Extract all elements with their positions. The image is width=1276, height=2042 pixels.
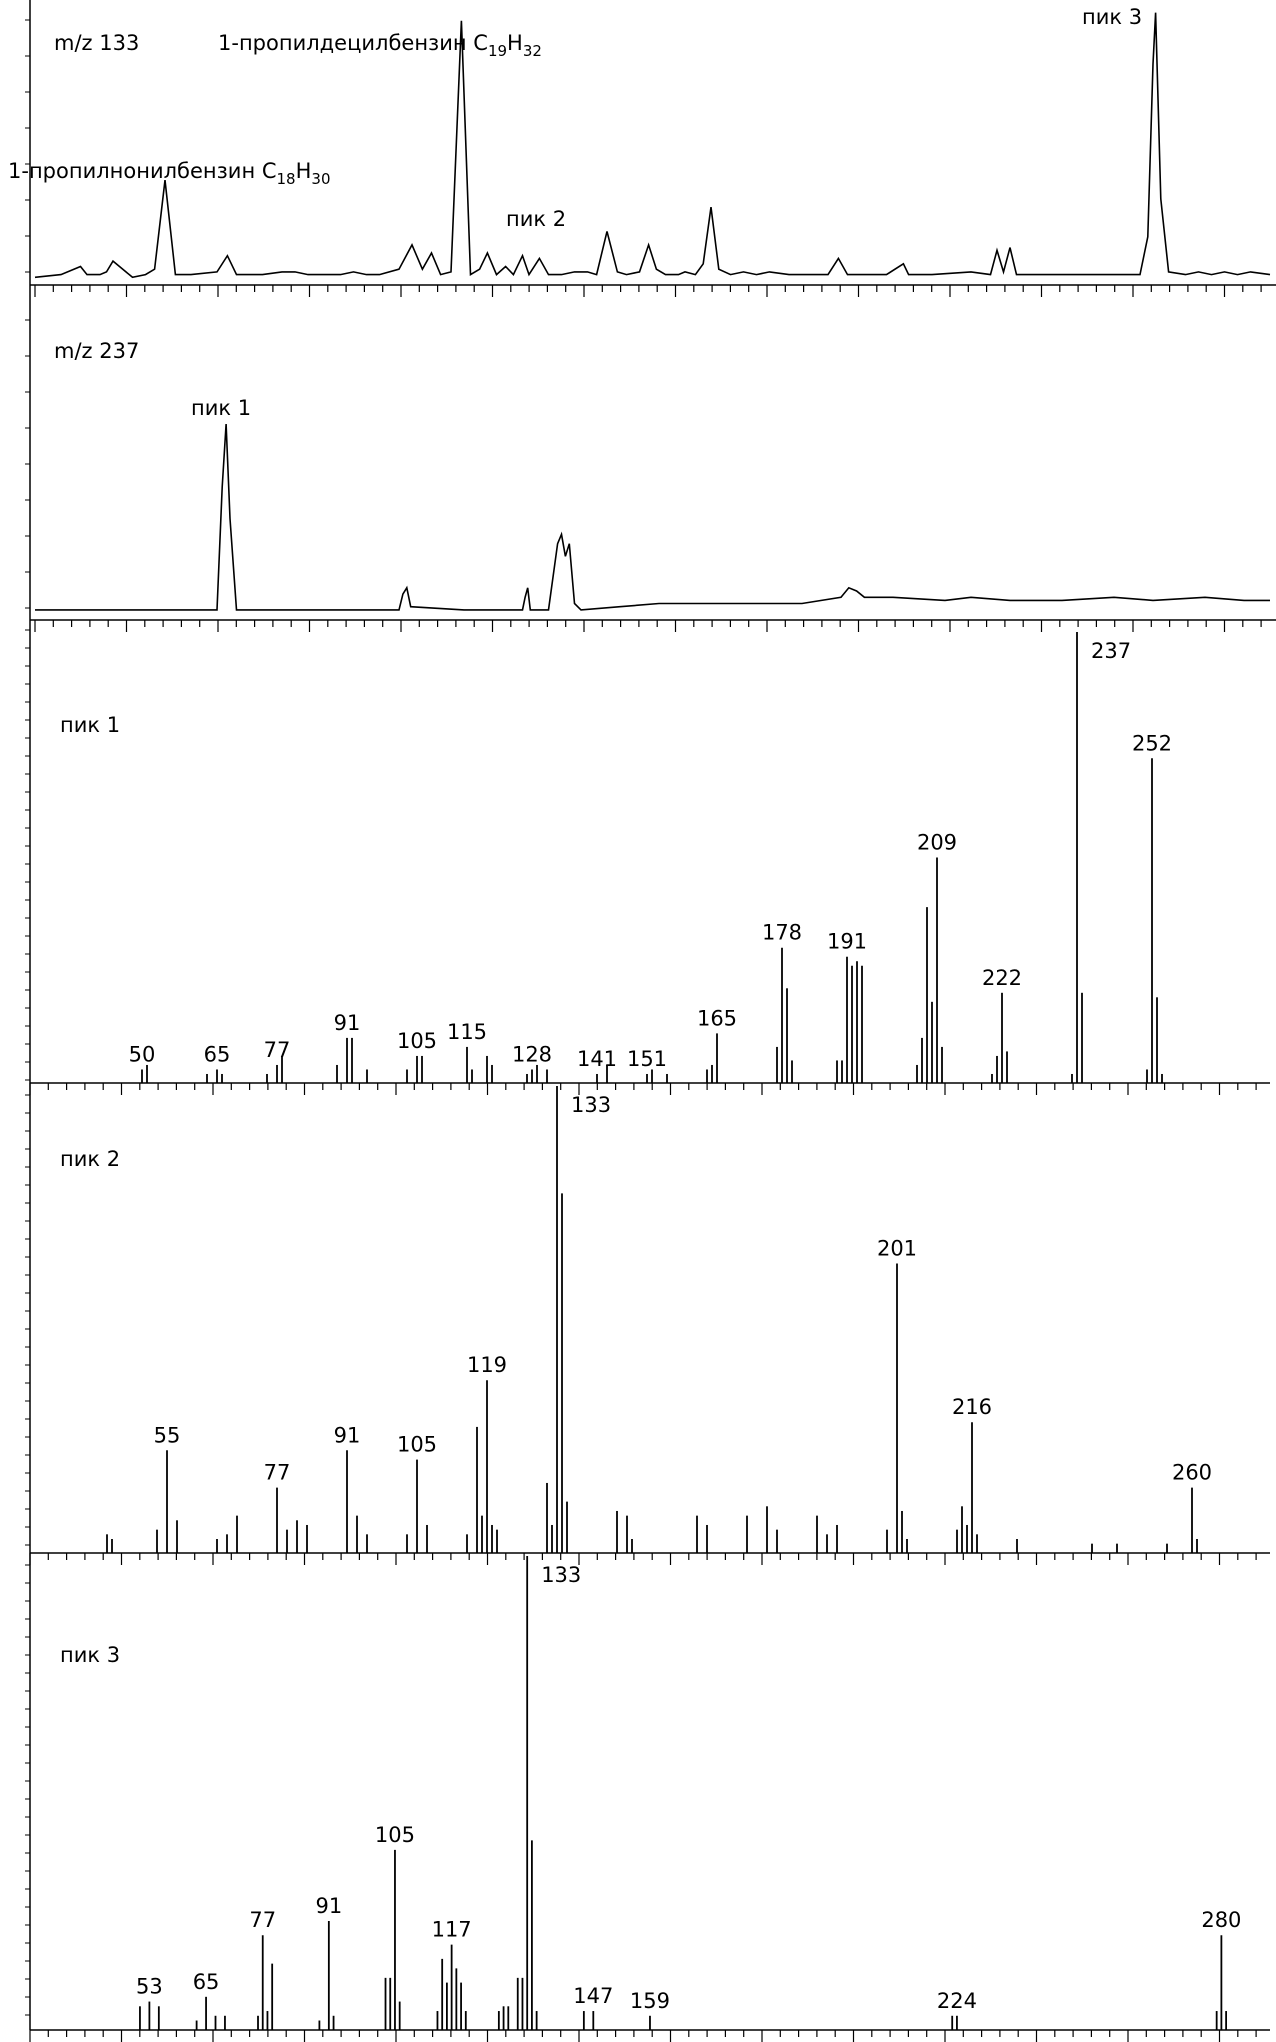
peak-label: 159 — [630, 1989, 670, 2013]
peak-label: 165 — [697, 1006, 737, 1030]
peak-label: 105 — [375, 1823, 415, 1847]
peak-label: 141 — [577, 1047, 617, 1071]
peak-label: 119 — [467, 1353, 507, 1377]
peak-label: 209 — [917, 831, 957, 855]
peak-label: 91 — [334, 1423, 361, 1447]
peak1-title: пик 1 — [60, 713, 120, 737]
mz237-x-ticks — [34, 620, 1262, 632]
peak-label: 55 — [154, 1423, 181, 1447]
peak-label: 65 — [193, 1970, 220, 1994]
peak-label: 224 — [937, 1989, 977, 2013]
peak-label: 216 — [952, 1395, 992, 1419]
peak3-y-ticks — [25, 1564, 30, 2016]
mz237-trace — [35, 423, 1270, 611]
mz133-x-ticks — [34, 285, 1262, 297]
peak-label: 65 — [204, 1042, 231, 1066]
peak-label: 191 — [827, 930, 867, 954]
peak-label: 280 — [1201, 1908, 1241, 1932]
peak-label: 151 — [627, 1047, 667, 1071]
peak-label: 222 — [982, 966, 1022, 990]
peak-label: 128 — [512, 1042, 552, 1066]
peak2-spectrum: 55 77 91 105 119 133 201 216 260 — [106, 1086, 1212, 1553]
mz133-annotation-peak2: пик 2 — [506, 207, 566, 231]
peak-label: 260 — [1172, 1461, 1212, 1485]
peak-label: 50 — [129, 1042, 156, 1066]
peak-label: 201 — [877, 1236, 917, 1260]
peak1-x-ticks — [29, 1083, 1257, 1095]
peak-label: 77 — [264, 1038, 291, 1062]
panel-mz133: m/z 133 1-пропилнонилбензин C18H30 1-про… — [8, 0, 1276, 297]
peak3-title: пик 3 — [60, 1643, 120, 1667]
peak-label: 117 — [432, 1918, 472, 1942]
panel-mz237: m/z 237 пик 1 — [25, 285, 1276, 632]
peak2-title: пик 2 — [60, 1147, 120, 1171]
mz133-title: m/z 133 — [54, 31, 139, 55]
mz133-annotation-c18h30: 1-пропилнонилбензин C18H30 — [8, 159, 331, 188]
mz133-annotation-peak3: пик 3 — [1082, 5, 1142, 29]
panel-peak2: 55 77 91 105 119 133 201 216 260 пик 2 — [25, 1083, 1270, 1565]
peak-label: 105 — [397, 1029, 437, 1053]
peak3-spectrum: 53 65 77 91 105 117 133 147 159 224 280 — [136, 1556, 1241, 2030]
mz237-title: m/z 237 — [54, 339, 139, 363]
peak-label: 147 — [573, 1984, 613, 2008]
mz133-y-ticks — [25, 19, 30, 273]
peak2-x-ticks — [29, 1553, 1257, 1565]
peak-label: 91 — [315, 1894, 342, 1918]
mz133-annotation-c19h32: 1-пропилдецилбензин C19H32 — [218, 31, 542, 60]
peak-label: 91 — [334, 1011, 361, 1035]
peak-label: 77 — [249, 1908, 276, 1932]
peak-label: 77 — [264, 1461, 291, 1485]
peak1-spectrum: 50 65 77 91 105 115 128 141 151 165 178 191 209 222 23… — [129, 632, 1172, 1083]
peak1-y-ticks — [25, 629, 30, 1081]
peak-label: 105 — [397, 1433, 437, 1457]
mz237-y-ticks — [25, 319, 30, 609]
peak-label: 237 — [1091, 639, 1131, 663]
mz237-annotation-peak1: пик 1 — [191, 396, 251, 420]
mz133-trace — [34, 12, 1271, 279]
peak-label: 115 — [447, 1020, 487, 1044]
peak-label: 133 — [571, 1093, 611, 1117]
peak-label: 178 — [762, 921, 802, 945]
panel-peak1: 50 65 77 91 105 115 128 141 151 165 178 191 209 222 23… — [25, 620, 1270, 1095]
peak3-x-ticks — [29, 2030, 1257, 2042]
panel-peak3: 53 65 77 91 105 117 133 147 159 224 280 пик 3 — [25, 1553, 1270, 2042]
peak-label: 53 — [136, 1975, 163, 1999]
peak-label: 252 — [1132, 731, 1172, 755]
peak2-y-ticks — [25, 1094, 30, 1546]
peak-label: 133 — [541, 1563, 581, 1587]
